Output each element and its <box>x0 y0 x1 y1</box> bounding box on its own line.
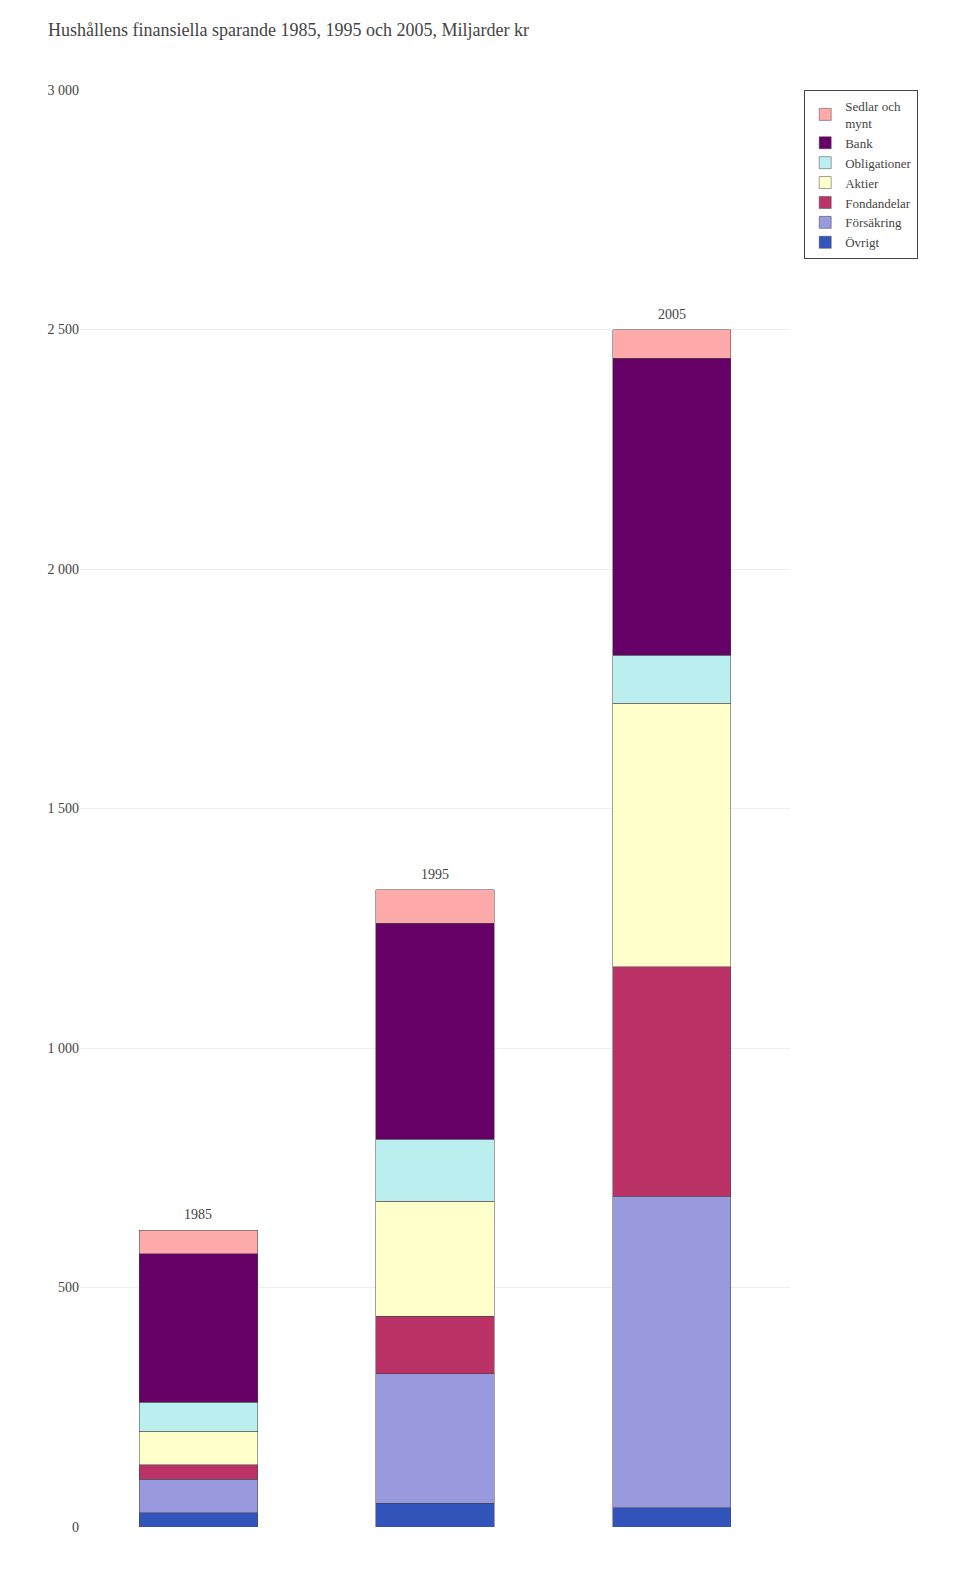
svg-text:Bank: Bank <box>845 136 873 151</box>
svg-text:1995: 1995 <box>421 867 449 882</box>
svg-text:2 500: 2 500 <box>48 322 80 337</box>
svg-text:Övrigt: Övrigt <box>845 235 879 250</box>
svg-text:1 000: 1 000 <box>48 1041 80 1056</box>
svg-text:500: 500 <box>58 1280 79 1295</box>
svg-text:Aktier: Aktier <box>845 176 879 191</box>
svg-text:Hushållens finansiella sparand: Hushållens finansiella sparande 1985, 19… <box>48 20 529 40</box>
svg-text:2 000: 2 000 <box>48 562 80 577</box>
svg-text:Försäkring: Försäkring <box>845 215 902 230</box>
svg-text:1985: 1985 <box>184 1207 212 1222</box>
svg-text:0: 0 <box>72 1520 79 1535</box>
svg-text:3 000: 3 000 <box>48 83 80 98</box>
svg-text:Obligationer: Obligationer <box>845 156 911 171</box>
svg-text:1 500: 1 500 <box>48 801 80 816</box>
svg-text:2005: 2005 <box>658 307 686 322</box>
svg-text:Sedlar ochmynt: Sedlar ochmynt <box>845 99 901 131</box>
svg-text:Fondandelar: Fondandelar <box>845 196 911 211</box>
